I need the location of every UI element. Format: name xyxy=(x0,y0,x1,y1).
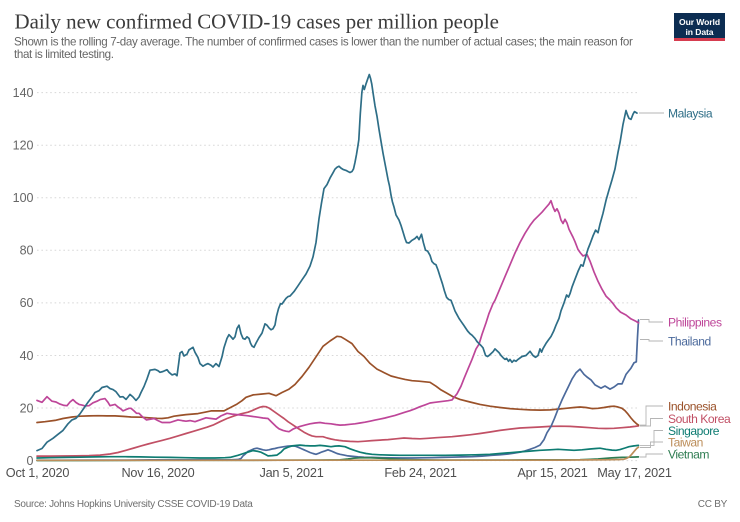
svg-text:South Korea: South Korea xyxy=(668,412,731,426)
svg-text:Malaysia: Malaysia xyxy=(668,107,713,121)
svg-text:Our World: Our World xyxy=(679,17,720,27)
svg-text:140: 140 xyxy=(13,86,34,100)
svg-text:80: 80 xyxy=(20,244,34,258)
svg-text:Source: Johns Hopkins Universi: Source: Johns Hopkins University CSSE CO… xyxy=(14,499,253,510)
svg-text:Oct 1, 2020: Oct 1, 2020 xyxy=(6,466,70,480)
svg-text:that is limited testing.: that is limited testing. xyxy=(14,48,114,61)
svg-text:CC BY: CC BY xyxy=(698,499,728,510)
svg-text:in Data: in Data xyxy=(686,27,714,37)
svg-text:120: 120 xyxy=(13,139,34,153)
svg-text:Shown is the rolling 7-day ave: Shown is the rolling 7-day average. The … xyxy=(14,35,633,48)
svg-text:40: 40 xyxy=(20,349,34,363)
svg-text:Apr 15, 2021: Apr 15, 2021 xyxy=(517,466,587,480)
svg-text:Feb 24, 2021: Feb 24, 2021 xyxy=(384,466,457,480)
svg-text:Singapore: Singapore xyxy=(668,424,720,438)
svg-text:Taiwan: Taiwan xyxy=(668,436,703,450)
svg-text:Indonesia: Indonesia xyxy=(668,400,717,414)
svg-text:Vietnam: Vietnam xyxy=(668,448,709,462)
svg-text:Thailand: Thailand xyxy=(668,335,711,349)
svg-text:100: 100 xyxy=(13,191,34,205)
svg-text:60: 60 xyxy=(20,296,34,310)
svg-text:May 17, 2021: May 17, 2021 xyxy=(597,466,672,480)
svg-text:Jan 5, 2021: Jan 5, 2021 xyxy=(259,466,323,480)
svg-text:0: 0 xyxy=(27,454,34,468)
svg-text:Daily new confirmed COVID-19 c: Daily new confirmed COVID-19 cases per m… xyxy=(15,10,499,34)
svg-text:20: 20 xyxy=(20,401,34,415)
svg-text:Philippines: Philippines xyxy=(668,316,722,330)
svg-text:Nov 16, 2020: Nov 16, 2020 xyxy=(121,466,194,480)
